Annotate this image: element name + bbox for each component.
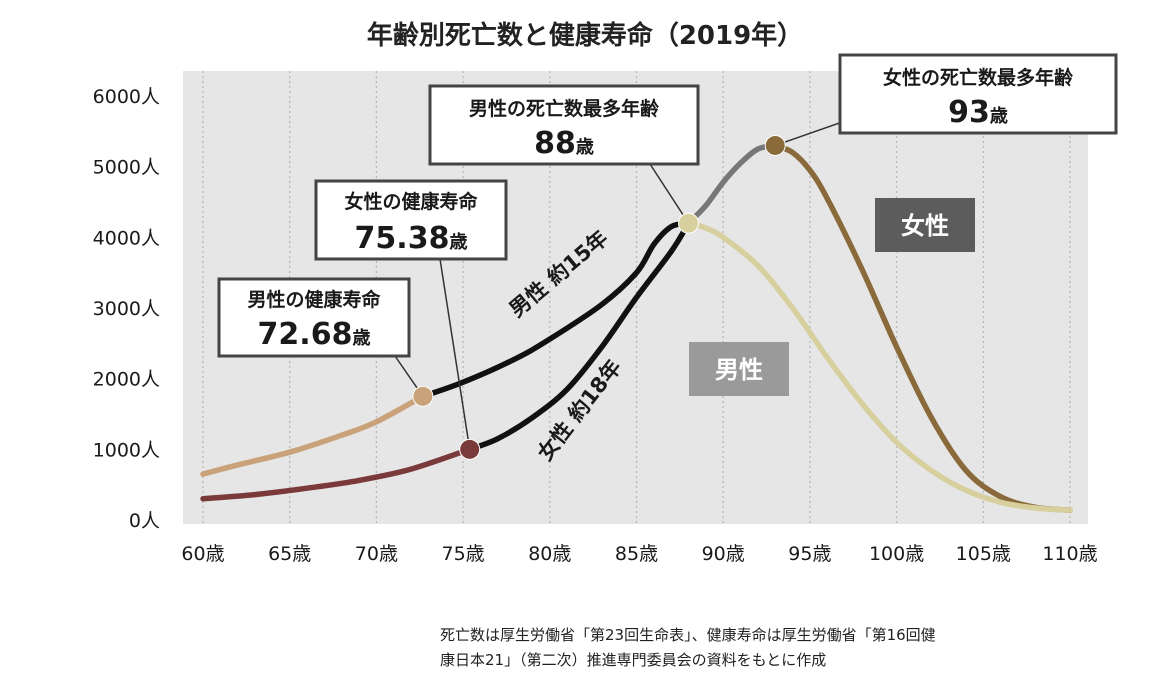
chart-title: 年齢別死亡数と健康寿命（2019年） [367, 20, 803, 51]
female-healthy-value-line: 75.38歳 [355, 221, 468, 256]
marker-1 [459, 438, 481, 460]
x-tick-label: 95歳 [788, 543, 831, 565]
x-tick-label: 100歳 [869, 543, 924, 565]
female-healthy-label: 女性の健康寿命 [344, 190, 478, 213]
female-curve-before-healthy [200, 446, 473, 502]
male-peak-value: 88 [534, 126, 576, 161]
female-healthy-callout: 女性の健康寿命 75.38歳 [314, 179, 508, 261]
male-peak-label: 男性の死亡数最多年齢 [469, 97, 660, 120]
female-series-tag-text: 女性 [901, 212, 949, 240]
footnote-line-2: 康日本21」（第二次）推進専門委員会の資料をもとに作成 [440, 651, 826, 669]
marker-2 [678, 212, 700, 234]
male-peak-value-line: 88歳 [534, 126, 594, 161]
female-peak-callout: 女性の死亡数最多年齢 93歳 [838, 53, 1118, 135]
female-peak-leader [774, 119, 849, 147]
female-healthy-leader [439, 258, 471, 450]
male-curve-before-healthy [200, 393, 426, 477]
female-curve-unhealthy [466, 220, 692, 453]
female-series-tag: 女性 [875, 198, 975, 252]
female-curve-rise [685, 142, 778, 226]
y-tick-label: 5000人 [93, 157, 160, 179]
female-healthy-unit: 歳 [449, 232, 467, 253]
male-peak-callout: 男性の死亡数最多年齢 88歳 [428, 84, 700, 166]
y-axis: 0人 1000人 2000人 3000人 4000人 5000人 6000人 [93, 86, 160, 532]
male-series-tag: 男性 [689, 342, 789, 396]
series-markers [412, 134, 786, 460]
male-curve-decline [685, 220, 1073, 513]
male-peak-unit: 歳 [576, 137, 594, 158]
female-peak-value: 93 [948, 95, 990, 130]
x-tick-label: 80歳 [528, 543, 571, 565]
male-healthy-callout: 男性の健康寿命 72.68歳 [217, 277, 411, 358]
y-tick-label: 2000人 [93, 369, 160, 391]
y-tick-label: 4000人 [93, 227, 160, 249]
y-tick-label: 6000人 [93, 86, 160, 108]
male-peak-leader [649, 163, 690, 224]
x-tick-label: 75歳 [442, 543, 485, 565]
x-tick-label: 90歳 [702, 543, 745, 565]
male-healthy-value-line: 72.68歳 [258, 317, 371, 352]
x-axis: 60歳 65歳 70歳 75歳 80歳 85歳 90歳 95歳 100歳 105歳 110歳 [181, 543, 1097, 565]
footnote-line-1: 死亡数は厚生労働省「第23回生命表」、健康寿命は厚生労働省「第16回健 [440, 626, 936, 644]
x-tick-label: 70歳 [355, 543, 398, 565]
x-tick-label: 85歳 [615, 543, 658, 565]
marker-0 [412, 385, 434, 407]
series-curves [200, 142, 1073, 513]
y-tick-label: 3000人 [93, 298, 160, 320]
male-series-tag-text: 男性 [715, 356, 763, 384]
x-tick-label: 105歳 [956, 543, 1011, 565]
x-tick-label: 65歳 [268, 543, 311, 565]
female-healthy-value: 75.38 [355, 221, 450, 256]
female-peak-label: 女性の死亡数最多年齢 [883, 66, 1074, 89]
male-healthy-label: 男性の健康寿命 [247, 288, 381, 311]
male-curve-unhealthy [420, 220, 692, 400]
marker-3 [764, 134, 786, 156]
x-tick-label: 110歳 [1042, 543, 1097, 565]
male-healthy-value: 72.68 [258, 317, 353, 352]
x-tick-label: 60歳 [181, 543, 224, 565]
male-healthy-unit: 歳 [352, 328, 370, 349]
female-curve-decline [772, 142, 1073, 513]
female-peak-unit: 歳 [990, 106, 1008, 127]
female-peak-value-line: 93歳 [948, 95, 1008, 130]
y-tick-label: 0人 [129, 510, 160, 532]
y-tick-label: 1000人 [93, 439, 160, 461]
